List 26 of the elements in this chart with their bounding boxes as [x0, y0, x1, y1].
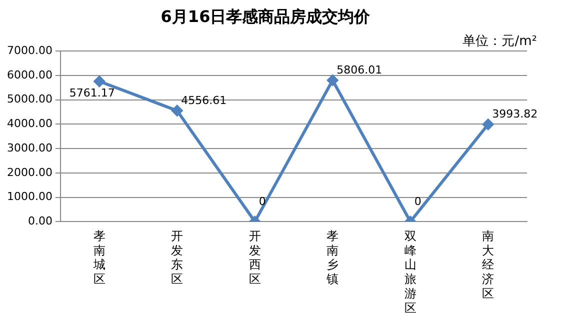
point: [172, 105, 183, 116]
data-label: 4556.61: [181, 94, 227, 108]
y-tick-label: 6000.00: [6, 68, 52, 82]
x-tick-label: 孝南乡镇: [326, 228, 339, 286]
text: 单位：元/m²: [462, 34, 537, 50]
y-tick-label: 1000.00: [6, 190, 52, 204]
point: [327, 74, 338, 86]
y-tick-label: 0.00: [28, 214, 52, 228]
data-label: 0: [258, 194, 266, 208]
y-tick-label: 3000.00: [6, 141, 52, 154]
data-label: 3993.82: [492, 108, 538, 121]
y-tick-label: 7000.00: [6, 44, 52, 58]
point: [94, 76, 105, 87]
data-label: 5806.01: [336, 64, 382, 77]
x-tick-label: 南大经济区: [482, 228, 494, 301]
data-label: 5761.17: [69, 86, 115, 100]
y-tick-label: 5000.00: [6, 92, 52, 106]
data-label: 0: [414, 194, 422, 208]
y-tick-label: 4000.00: [6, 117, 52, 130]
x-tick-label: 双峰山旅游区: [404, 228, 416, 315]
y-tick-label: 2000.00: [6, 166, 52, 179]
point: [482, 118, 494, 130]
x-tick-label: 孝南城区: [92, 228, 106, 286]
chart-title: 6月16日孝感商品房成交均价: [160, 6, 372, 26]
x-tick-label: 开发东区: [171, 228, 184, 286]
x-tick-label: 开发西区: [248, 228, 261, 286]
